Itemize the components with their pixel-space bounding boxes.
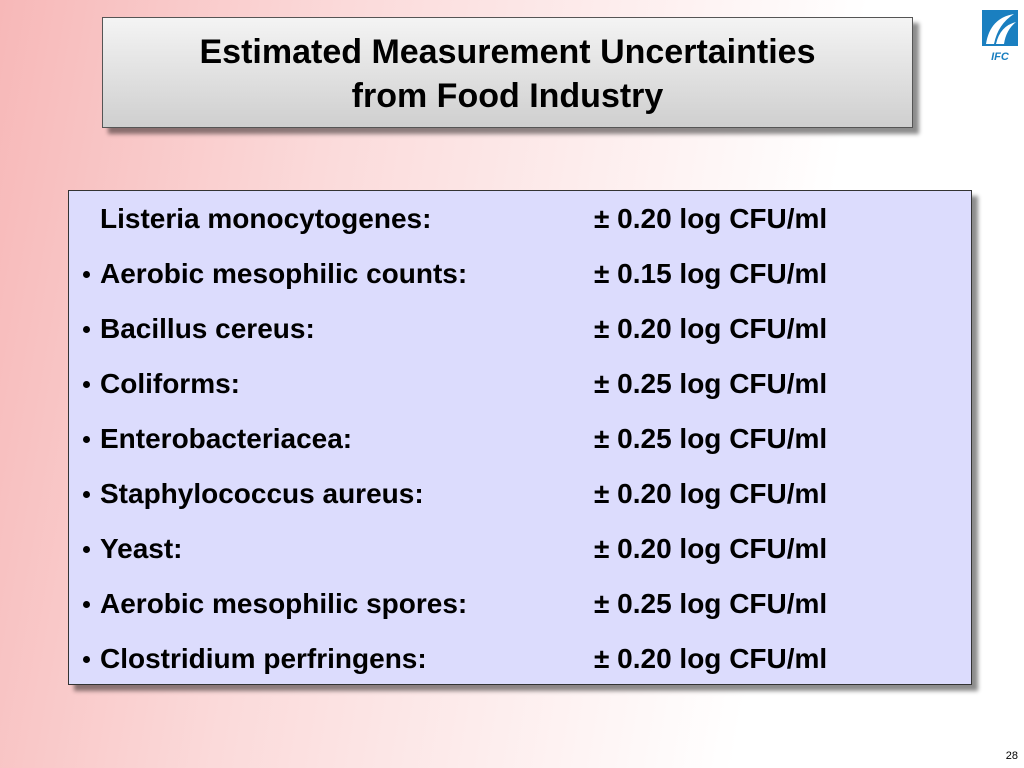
title-line: from Food Industry [351,77,664,115]
item-name: Staphylococcus aureus: [100,478,424,509]
list-item: Aerobic mesophilic counts: ± 0.15 log CFU… [69,254,971,294]
logo: IFC [982,10,1018,63]
item-value: ± 0.15 log CFU/ml [594,258,828,289]
item-value: ± 0.25 log CFU/ml [594,368,828,399]
bullet [83,491,90,498]
item-value: ± 0.25 log CFU/ml [594,588,828,619]
item-value: ± 0.20 log CFU/ml [594,313,828,344]
list-item: Bacillus cereus: ± 0.20 log CFU/ml [69,309,971,349]
bullet [83,381,90,388]
item-name: Aerobic mesophilic spores: [100,588,468,619]
bullet [83,271,90,278]
content-box: Listeria monocytogenes: ± 0.20 log CFU/ml… [68,190,972,685]
item-name: Enterobacteriacea: [100,423,353,454]
item-value: ± 0.20 log CFU/ml [594,643,828,674]
item-name: Aerobic mesophilic counts: [100,258,468,289]
list-item: Coliforms: ± 0.25 log CFU/ml [69,364,971,404]
item-name: Yeast: [100,533,183,564]
list-item: Aerobic mesophilic spores: ± 0.25 log CFU… [69,584,971,624]
logo-text: IFC [991,51,1010,63]
bullet [83,546,90,553]
page-number: 28 [1005,750,1018,762]
bullet [83,326,90,333]
list-item: Listeria monocytogenes: ± 0.20 log CFU/ml [69,199,971,239]
list-item: Enterobacteriacea: ± 0.25 log CFU/ml [69,419,971,459]
item-name: Bacillus cereus: [100,313,315,344]
item-name: Coliforms: [100,368,240,399]
list-item: Clostridium perfringens: ± 0.20 log CFU/m… [69,639,971,679]
item-value: ± 0.25 log CFU/ml [594,423,828,454]
list-item: Yeast: ± 0.20 log CFU/ml [69,529,971,569]
item-value: ± 0.20 log CFU/ml [594,533,828,564]
item-name: Listeria monocytogenes: [100,203,432,234]
bullet [83,601,90,608]
item-value: ± 0.20 log CFU/ml [594,203,828,234]
logo-swoosh [996,22,1016,44]
list-item: Staphylococcus aureus: ± 0.20 log CFU/ml [69,474,971,514]
item-value: ± 0.20 log CFU/ml [594,478,828,509]
title-box: Estimated Measurement Uncertainties from… [102,17,913,128]
title-line: Estimated Measurement Uncertainties [199,33,816,71]
item-name: Clostridium perfringens: [100,643,427,674]
bullet [83,656,90,663]
bullet [83,436,90,443]
logo-swoosh [986,14,1014,44]
